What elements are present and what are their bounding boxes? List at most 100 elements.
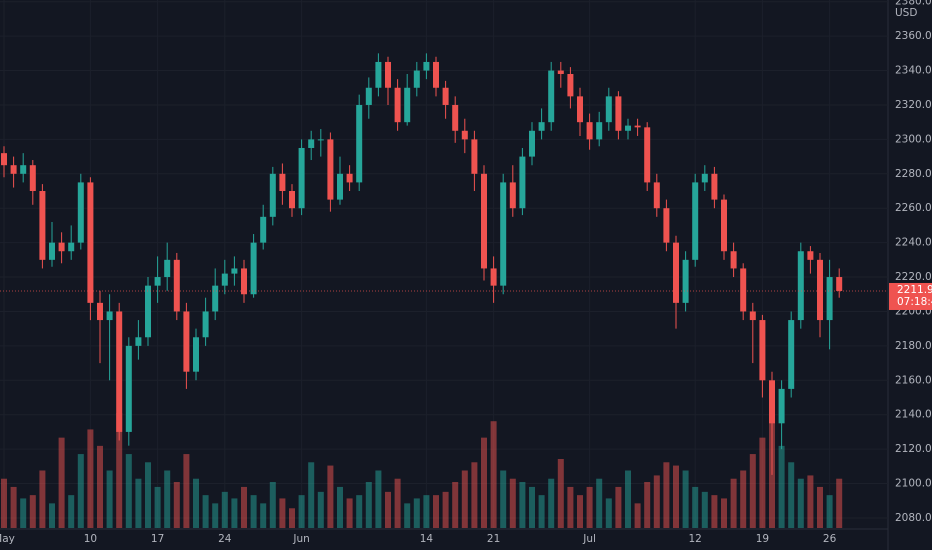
candle-body bbox=[135, 337, 142, 346]
candle-body bbox=[39, 191, 46, 260]
candle-body bbox=[759, 320, 766, 381]
y-tick-label: 2160.0 bbox=[895, 374, 932, 386]
candle-body bbox=[20, 165, 27, 174]
volume-layer bbox=[1, 413, 843, 528]
candle-body bbox=[193, 337, 199, 372]
volume-bar bbox=[442, 491, 449, 528]
volume-bar bbox=[740, 470, 747, 528]
volume-bar bbox=[20, 498, 27, 528]
volume-bar bbox=[605, 498, 612, 528]
candle-body bbox=[385, 61, 391, 88]
volume-bar bbox=[375, 470, 382, 528]
volume-bar bbox=[87, 429, 94, 528]
y-tick-label: 2100.0 bbox=[895, 478, 932, 490]
candle-body bbox=[164, 259, 171, 278]
volume-bar bbox=[548, 478, 555, 528]
candle-body bbox=[538, 122, 545, 131]
candle-body bbox=[413, 70, 420, 88]
candle-body bbox=[749, 311, 756, 321]
volume-bar bbox=[1, 478, 7, 528]
candle-body bbox=[797, 251, 804, 321]
volume-bar bbox=[461, 470, 468, 528]
candle-body bbox=[125, 345, 132, 432]
candle-body bbox=[365, 87, 372, 105]
volume-bar bbox=[116, 413, 123, 528]
candle-body bbox=[452, 104, 459, 131]
volume-bar bbox=[673, 465, 679, 528]
candle-body bbox=[548, 70, 555, 123]
currency-label: USD bbox=[895, 7, 917, 19]
volume-bar bbox=[826, 495, 833, 528]
volume-bar bbox=[68, 495, 75, 528]
candle-body bbox=[394, 87, 401, 123]
volume-bar bbox=[509, 478, 516, 528]
candle-body bbox=[154, 277, 161, 286]
volume-bar bbox=[519, 482, 526, 528]
volume-bar bbox=[423, 495, 430, 528]
volume-bar bbox=[97, 445, 103, 528]
candle-body bbox=[106, 311, 113, 321]
volume-bar bbox=[701, 491, 708, 528]
candle-body bbox=[423, 61, 430, 71]
volume-bar bbox=[490, 421, 497, 528]
candle-body bbox=[490, 268, 497, 286]
y-tick-label: 2140.0 bbox=[895, 409, 932, 421]
candle-body bbox=[173, 259, 180, 312]
volume-bar bbox=[404, 503, 411, 528]
candle-body bbox=[289, 191, 295, 209]
candle-body bbox=[769, 380, 775, 424]
candle-body bbox=[327, 139, 334, 200]
x-tick-label: Jul bbox=[582, 533, 596, 545]
candle-body bbox=[241, 268, 247, 295]
x-tick-label: 17 bbox=[151, 533, 164, 545]
volume-bar bbox=[481, 437, 487, 528]
candle-body bbox=[346, 173, 353, 183]
x-tick-label: 26 bbox=[823, 533, 837, 545]
candle-body bbox=[221, 273, 228, 286]
volume-bar bbox=[269, 482, 276, 528]
candle-body bbox=[97, 302, 103, 321]
volume-bar bbox=[644, 482, 651, 528]
candle-body bbox=[567, 73, 574, 97]
candle-body bbox=[634, 125, 641, 128]
volume-bar bbox=[797, 478, 804, 528]
volume-bar bbox=[212, 503, 219, 528]
volume-bar bbox=[500, 470, 507, 528]
x-tick-label: 19 bbox=[756, 533, 769, 545]
volume-bar bbox=[298, 495, 305, 528]
volume-bar bbox=[106, 470, 113, 528]
candle-body bbox=[711, 173, 718, 200]
candle-body bbox=[298, 147, 305, 209]
volume-bar bbox=[231, 498, 238, 528]
volume-bar bbox=[413, 498, 420, 528]
volume-bar bbox=[337, 486, 343, 528]
candle-body bbox=[317, 139, 324, 141]
y-tick-label: 2280.0 bbox=[895, 168, 932, 180]
volume-bar bbox=[49, 503, 55, 528]
candle-body bbox=[461, 130, 468, 140]
candle-body bbox=[615, 96, 622, 131]
volume-bar bbox=[241, 486, 247, 528]
volume-bar bbox=[394, 478, 401, 528]
x-tick-label: 14 bbox=[420, 533, 434, 545]
candle-body bbox=[788, 320, 795, 389]
countdown-label: 07:18:43 bbox=[897, 296, 932, 308]
volume-bar bbox=[730, 478, 737, 528]
candle-body bbox=[116, 311, 123, 432]
x-tick-label: May bbox=[0, 533, 15, 545]
volume-bar bbox=[154, 486, 161, 528]
volume-bar bbox=[365, 482, 372, 528]
volume-bar bbox=[682, 470, 689, 528]
candle-body bbox=[87, 182, 94, 303]
candle-body bbox=[77, 182, 84, 243]
y-tick-label: 2340.0 bbox=[895, 65, 932, 77]
candle-body bbox=[356, 104, 363, 183]
candle-body bbox=[68, 242, 75, 252]
volume-bar bbox=[567, 486, 574, 528]
volume-bar bbox=[202, 495, 209, 528]
candle-body bbox=[826, 277, 833, 321]
volume-bar bbox=[385, 491, 391, 528]
